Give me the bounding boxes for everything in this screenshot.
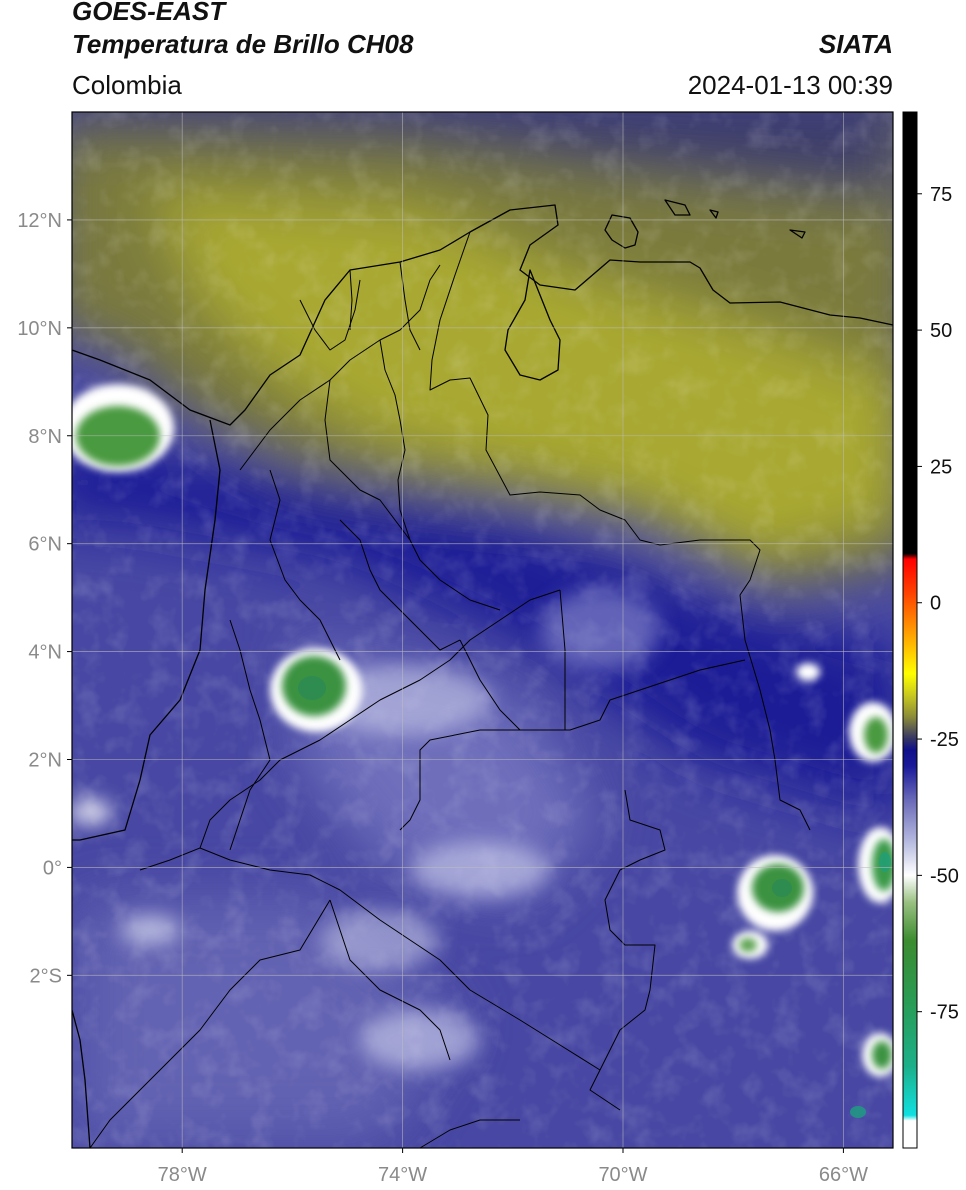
lon-ticks: 78°W 74°W 70°W 66°W <box>158 1148 868 1186</box>
colorbar-tick-label: -75 <box>930 1002 959 1024</box>
lat-tick-label: 6°N <box>28 534 62 556</box>
colorbar-tick-label: 75 <box>930 184 952 206</box>
map-frame <box>71 111 894 1149</box>
region-label: Colombia <box>72 70 182 100</box>
colorbar-tick-label: 0 <box>930 593 941 615</box>
colorbar-frame <box>902 111 918 1149</box>
satellite-field <box>72 112 893 1148</box>
agency-label: SIATA <box>818 29 893 59</box>
colorbar-tick-label: 25 <box>930 456 952 478</box>
lat-tick-label: 4°N <box>28 642 62 664</box>
product-title: Temperatura de Brillo CH08 <box>72 29 414 59</box>
colorbar-tick-label: 50 <box>930 320 952 342</box>
lat-tick-label: 10°N <box>17 318 62 340</box>
colorbar-tick-label: -25 <box>930 729 959 751</box>
colorbar-tick-label: -50 <box>930 865 959 887</box>
coastlines <box>72 199 893 1148</box>
lat-tick-label: 2°N <box>28 750 62 772</box>
lon-tick-label: 78°W <box>158 1164 207 1186</box>
lat-tick-label: 8°N <box>28 426 62 448</box>
lat-tick-label: 12°N <box>17 210 62 232</box>
colorbar-gradient <box>903 112 917 1148</box>
lon-tick-label: 66°W <box>819 1164 868 1186</box>
lon-tick-label: 74°W <box>378 1164 427 1186</box>
satellite-name: GOES-EAST <box>72 0 226 26</box>
map-grid <box>72 112 893 1148</box>
timestamp-label: 2024-01-13 00:39 <box>687 70 893 100</box>
colorbar: 75 50 25 0 -25 -50 -75 <box>902 111 959 1149</box>
lat-ticks: 12°N 10°N 8°N 6°N 4°N 2°N 0° 2°S <box>17 210 72 987</box>
borders <box>89 231 811 1148</box>
lat-tick-label: 2°S <box>30 965 62 987</box>
colorbar-ticks: 75 50 25 0 -25 -50 -75 <box>917 184 959 1024</box>
lat-tick-label: 0° <box>43 857 62 879</box>
cold-cloud-cores <box>72 384 893 1118</box>
lon-tick-label: 70°W <box>598 1164 647 1186</box>
